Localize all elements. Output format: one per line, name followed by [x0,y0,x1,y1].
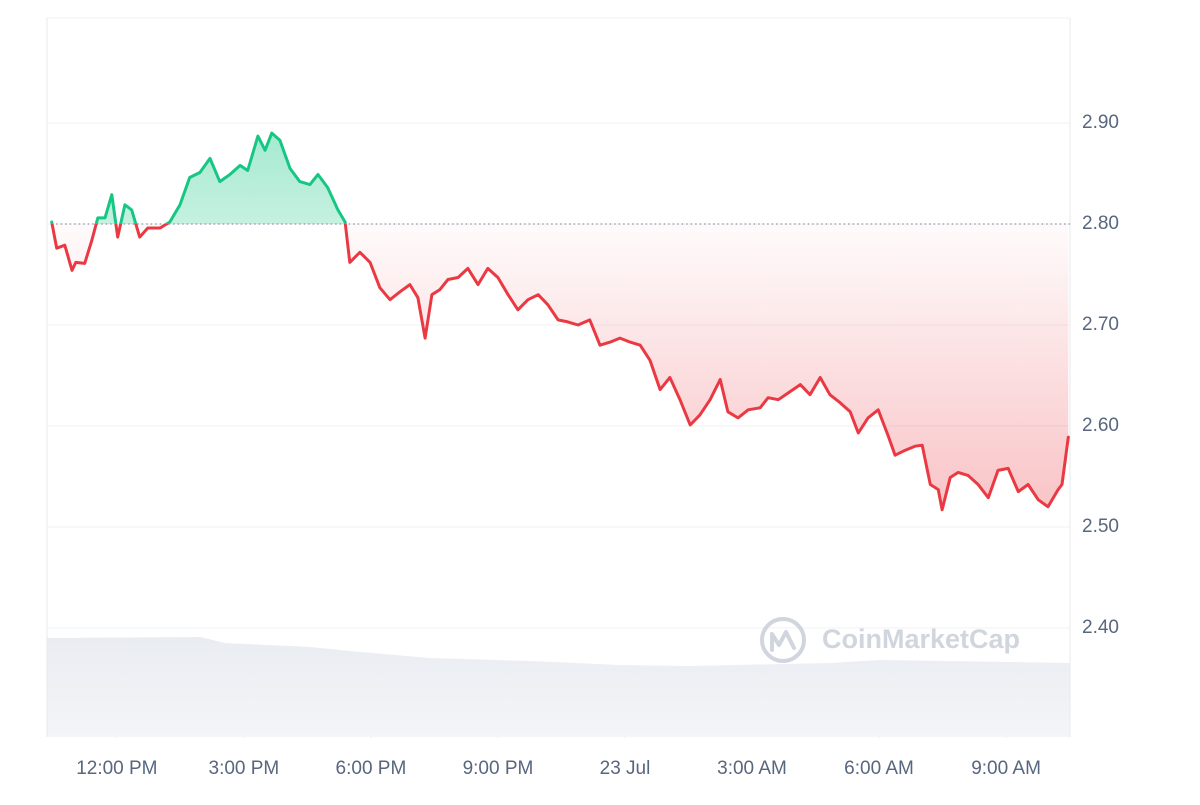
volume-backdrop [47,637,1070,737]
y-tick-label: 2.90 [1082,112,1119,133]
axes: 2.40 2.50 2.60 2.70 2.80 2.90 12:00 PM 3:00 PM 6… [76,112,1119,779]
y-tick-label: 2.70 [1082,314,1119,335]
watermark-logo [760,617,806,663]
y-tick-label: 2.80 [1082,213,1119,234]
marks [50,131,1070,512]
y-tick-label: 2.60 [1082,415,1119,436]
x-tick-label: 12:00 PM [76,758,157,779]
x-tick-label: 6:00 AM [844,758,914,779]
area-fill [51,133,1069,510]
y-tick-label: 2.50 [1082,516,1119,537]
x-tick-label: 9:00 PM [463,758,534,779]
watermark: CoinMarketCap [760,617,1020,663]
x-tick-label: 6:00 PM [336,758,407,779]
x-tick-label: 3:00 AM [717,758,787,779]
price-line [50,131,1070,512]
x-tick-label: 3:00 PM [209,758,280,779]
watermark-text: CoinMarketCap [822,624,1020,654]
x-tick-label: 9:00 AM [971,758,1041,779]
x-tick-label: 23 Jul [600,758,651,779]
watermark-logo-mark [770,630,796,652]
y-tick-label: 2.40 [1082,617,1119,638]
